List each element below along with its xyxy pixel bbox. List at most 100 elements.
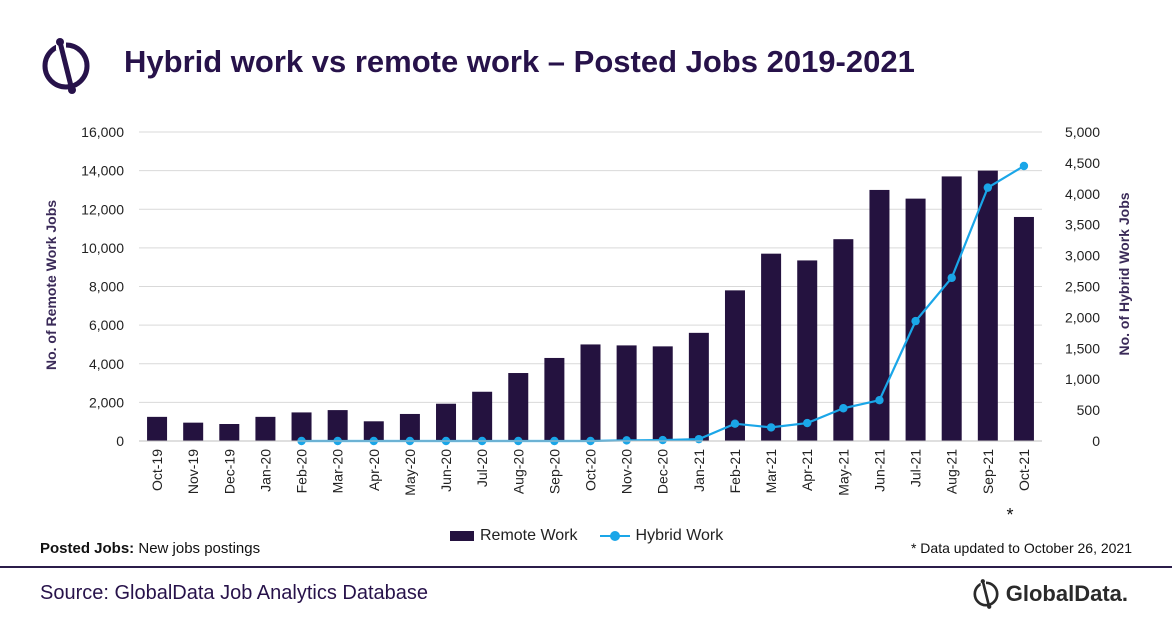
x-tick-label: Nov-20 <box>619 449 635 494</box>
x-tick-label: Jan-20 <box>257 449 273 492</box>
bar-remote-work <box>833 239 854 441</box>
bar-remote-work <box>183 422 204 441</box>
bar-remote-work <box>869 189 890 441</box>
posted-jobs-text: New jobs postings <box>134 540 261 557</box>
point-hybrid-work <box>622 436 631 445</box>
x-tick-label: Apr-21 <box>799 449 815 491</box>
x-tick-labels: Oct-19 Nov-19 Dec-19 Jan-20 Feb-20 Mar-20 Apr-… <box>149 449 1032 496</box>
point-hybrid-work <box>875 396 884 405</box>
remote-work-bars <box>147 170 1034 441</box>
y-tick-label: 2,000 <box>89 394 124 410</box>
bar-remote-work <box>255 416 276 441</box>
posted-jobs-label: Posted Jobs: <box>40 540 135 557</box>
x-tick-label: Jun-21 <box>871 449 887 492</box>
x-tick-label: Dec-19 <box>221 449 237 494</box>
y-right-tick-label: 0 <box>1092 433 1100 449</box>
x-tick-label: Aug-20 <box>510 449 526 494</box>
page-title: Hybrid work vs remote work – Posted Jobs… <box>124 44 915 79</box>
x-tick-label: Oct-20 <box>583 449 599 491</box>
point-hybrid-work <box>1019 161 1029 171</box>
globaldata-brand: GlobalData. <box>972 578 1128 610</box>
footer-divider <box>0 566 1172 568</box>
bar-remote-work <box>688 332 709 441</box>
point-hybrid-work <box>983 183 993 192</box>
legend-label-hybrid: Hybrid Work <box>635 527 724 544</box>
bar-remote-work <box>797 260 818 441</box>
x-tick-label: Jan-21 <box>691 449 707 492</box>
data-updated-note: * Data updated to October 26, 2021 <box>910 540 1132 556</box>
x-tick-label: Oct-21 <box>1016 449 1032 491</box>
y-right-tick-label: 2,500 <box>1065 279 1100 295</box>
y-right-tick-label: 3,000 <box>1065 248 1100 264</box>
legend-swatch-hybrid <box>599 531 630 541</box>
bar-remote-work <box>724 290 745 441</box>
y-tick-label: 0 <box>116 433 124 449</box>
point-hybrid-work <box>694 434 704 444</box>
y-axis-title-right: No. of Hybrid Work Jobs <box>1116 192 1132 355</box>
x-tick-label: Dec-20 <box>655 449 671 494</box>
bar-remote-work <box>147 416 168 441</box>
bar-remote-work <box>616 345 637 441</box>
bar-remote-work <box>508 373 529 441</box>
bar-remote-work <box>761 253 782 441</box>
bar-remote-work <box>399 413 420 441</box>
x-tick-label: Jun-20 <box>438 449 454 492</box>
x-tick-label: Feb-21 <box>727 449 743 494</box>
y-tick-label: 8,000 <box>89 279 124 295</box>
point-hybrid-work <box>766 423 776 432</box>
legend-swatch-remote <box>450 531 474 541</box>
legend-label-remote: Remote Work <box>480 527 578 544</box>
x-tick-label: Sep-20 <box>546 449 562 494</box>
y-tick-labels: 0 2,000 4,000 6,000 8,000 10,000 12,000 14,000 1… <box>81 124 124 449</box>
bar-remote-work <box>436 403 457 441</box>
x-tick-label: Mar-21 <box>763 449 779 494</box>
y-right-tick-label: 2,000 <box>1065 309 1100 325</box>
x-tick-label: May-20 <box>402 449 418 496</box>
y-right-tick-label: 4,500 <box>1065 155 1100 171</box>
point-hybrid-work <box>803 418 812 428</box>
chart-gridlines <box>139 131 1042 403</box>
x-tick-label: Aug-21 <box>944 449 960 494</box>
x-tick-label: May-21 <box>835 449 851 496</box>
x-tick-label: Apr-20 <box>366 449 382 491</box>
globaldata-brand-icon <box>973 578 999 609</box>
y-right-tick-label: 1,500 <box>1065 340 1100 356</box>
x-tick-label: Mar-20 <box>330 449 346 494</box>
x-tick-label: Oct-19 <box>149 449 165 491</box>
chart-annotation: * <box>1006 505 1013 525</box>
y-right-tick-label: 3,500 <box>1065 217 1100 233</box>
bar-remote-work <box>652 346 673 441</box>
bar-remote-work <box>219 424 240 441</box>
y-tick-label: 16,000 <box>81 124 124 140</box>
legend-item-hybrid: Hybrid Work <box>599 527 724 545</box>
posted-jobs-definition: Posted Jobs: New jobs postings <box>40 540 260 557</box>
x-tick-label: Feb-20 <box>294 449 310 494</box>
y-tick-label: 14,000 <box>81 163 124 179</box>
bar-remote-work <box>472 391 493 441</box>
bar-remote-work <box>941 176 962 441</box>
bar-remote-work <box>327 410 348 441</box>
globaldata-brand-text: GlobalData. <box>1005 581 1128 606</box>
y-right-tick-label: 4,000 <box>1065 186 1100 202</box>
bar-remote-work <box>544 357 565 441</box>
globaldata-logo-icon <box>42 36 90 94</box>
point-hybrid-work <box>839 404 848 413</box>
point-hybrid-work <box>947 273 956 283</box>
x-tick-label: Sep-21 <box>980 449 996 494</box>
y-right-tick-label: 500 <box>1077 402 1101 418</box>
source-text: Source: GlobalData Job Analytics Databas… <box>40 582 428 604</box>
y-right-tick-label: 5,000 <box>1065 124 1100 140</box>
x-tick-label: Jul-20 <box>474 449 490 487</box>
x-tick-label: Jul-21 <box>908 449 924 487</box>
y-tick-label: 10,000 <box>81 240 124 256</box>
y-tick-label: 4,000 <box>89 356 124 372</box>
point-hybrid-work <box>658 435 667 445</box>
bar-remote-work <box>580 344 601 441</box>
bar-remote-work <box>977 170 998 441</box>
y-tick-label: 6,000 <box>89 317 124 333</box>
y-axis-title-left: No. of Remote Work Jobs <box>43 200 59 370</box>
y-right-tick-label: 1,000 <box>1065 371 1100 387</box>
bar-remote-work <box>1013 216 1034 441</box>
x-tick-label: Nov-19 <box>185 449 201 494</box>
